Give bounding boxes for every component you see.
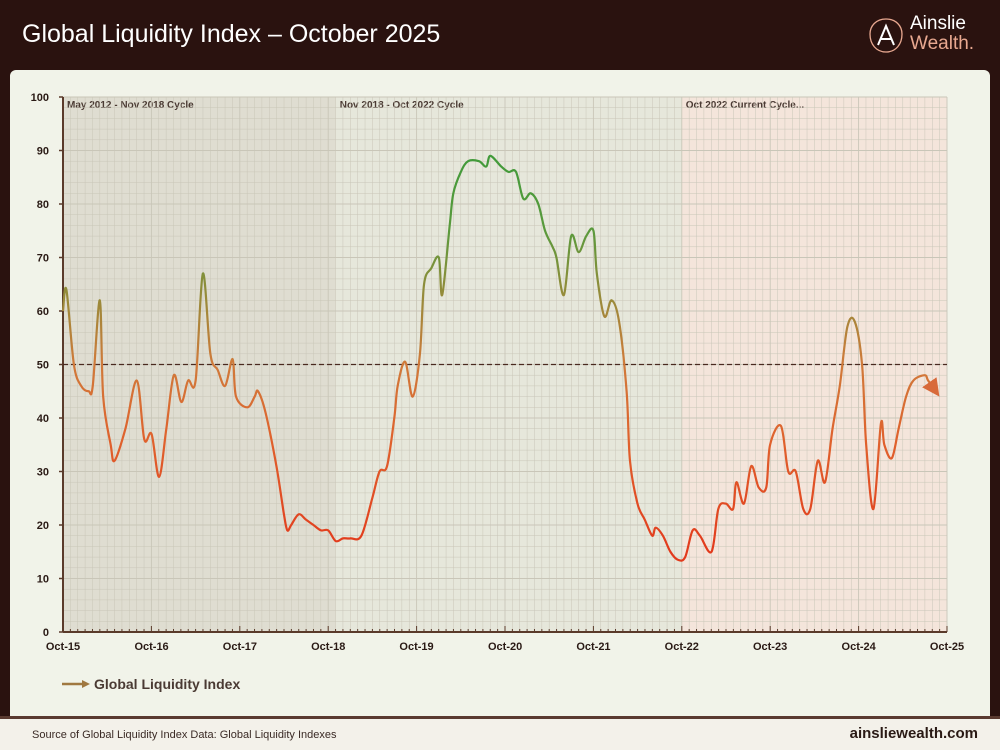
- region-label: Oct 2022 Current Cycle...: [686, 100, 805, 111]
- source-note: Source of Global Liquidity Index Data: G…: [32, 729, 337, 741]
- page-title: Global Liquidity Index – October 2025: [22, 20, 441, 48]
- logo-text: Ainslie Wealth.: [910, 13, 975, 54]
- x-tick-label: Oct-20: [488, 641, 522, 653]
- footer: Source of Global Liquidity Index Data: G…: [0, 716, 1000, 750]
- y-tick-label: 80: [37, 199, 49, 211]
- y-tick-label: 100: [31, 92, 49, 104]
- x-tick-label: Oct-22: [665, 641, 699, 653]
- x-tick-label: Oct-18: [311, 641, 345, 653]
- letter-a-logo-icon: [869, 18, 903, 53]
- x-tick-label: Oct-21: [576, 641, 610, 653]
- y-tick-label: 30: [37, 467, 49, 479]
- x-tick-label: Oct-17: [223, 641, 257, 653]
- y-tick-label: 60: [37, 306, 49, 318]
- legend-label: Global Liquidity Index: [94, 676, 241, 692]
- y-tick-label: 70: [37, 253, 49, 265]
- brand-logo: Ainslie Wealth.: [866, 14, 986, 60]
- x-tick-label: Oct-15: [46, 641, 80, 653]
- y-tick-label: 10: [37, 574, 49, 586]
- x-tick-label: Oct-23: [753, 641, 787, 653]
- x-tick-label: Oct-25: [930, 641, 964, 653]
- legend: Global Liquidity Index: [62, 676, 240, 692]
- chart: May 2012 - Nov 2018 Cycle Nov 2018 - Oct …: [31, 92, 964, 653]
- x-tick-label: Oct-16: [134, 641, 168, 653]
- y-tick-label: 20: [37, 520, 49, 532]
- x-tick-label: Oct-19: [399, 641, 433, 653]
- legend-arrow-icon: [62, 680, 90, 688]
- series-line-global-liquidity-index: [61, 154, 940, 562]
- y-tick-label: 40: [37, 413, 49, 425]
- website-link[interactable]: ainsliewealth.com: [849, 725, 978, 742]
- y-tick-label: 50: [37, 360, 49, 372]
- y-tick-label: 0: [43, 627, 49, 639]
- y-tick-label: 90: [37, 146, 49, 158]
- x-tick-label: Oct-24: [842, 641, 877, 653]
- header: Global Liquidity Index – October 2025 Ai…: [0, 0, 1000, 72]
- region-label: May 2012 - Nov 2018 Cycle: [67, 100, 194, 111]
